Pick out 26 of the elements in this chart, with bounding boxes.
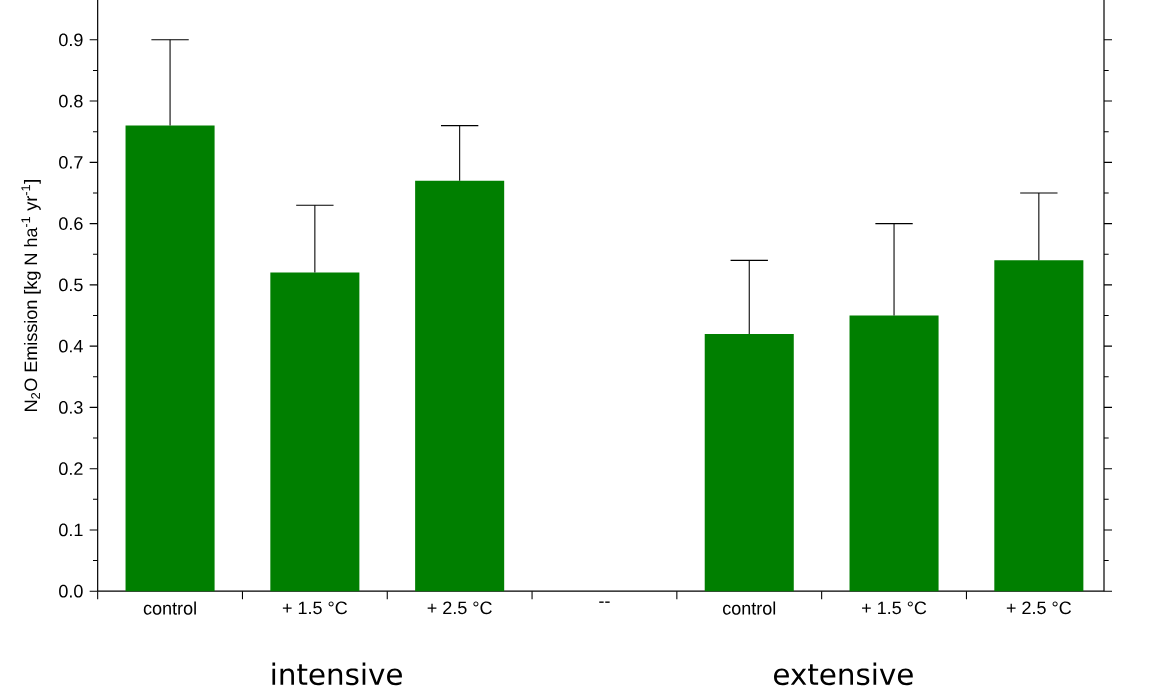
y-tick-label: 0.0	[59, 584, 83, 598]
y-tick-label: 0.7	[59, 155, 83, 169]
x-tick-label: + 2.5 °C	[427, 601, 492, 615]
bar	[415, 180, 505, 592]
y-tick-label: 0.1	[59, 523, 83, 537]
y-tick-label: 0.9	[59, 33, 83, 47]
x-tick-label: control	[143, 601, 196, 615]
y-tick-label: 0.3	[59, 400, 83, 414]
text: extensive	[774, 662, 913, 686]
x-tick-label: --	[599, 601, 610, 603]
y-tick-label: 0.5	[59, 278, 83, 292]
y-tick-label: 0.8	[59, 94, 83, 108]
bar	[994, 260, 1084, 592]
bar	[849, 315, 939, 592]
y-tick-label: 0.2	[59, 462, 83, 475]
x-tick-label: + 1.5 °C	[282, 601, 348, 615]
bar	[704, 333, 794, 592]
x-tick-label: + 2.5 °C	[1006, 601, 1072, 615]
text: intensive	[272, 662, 402, 686]
y-tick-label: 0.4	[59, 339, 83, 353]
bar	[125, 125, 215, 592]
y-tick-label: 0.6	[59, 217, 83, 230]
x-tick-label: control	[723, 601, 776, 615]
y-axis-title: N$_{2}$O Emission [kg N ha$^{-1}$ yr$^{-1}$]	[21, 180, 41, 411]
bar	[270, 272, 360, 592]
x-tick-label: + 1.5 °C	[862, 601, 927, 615]
